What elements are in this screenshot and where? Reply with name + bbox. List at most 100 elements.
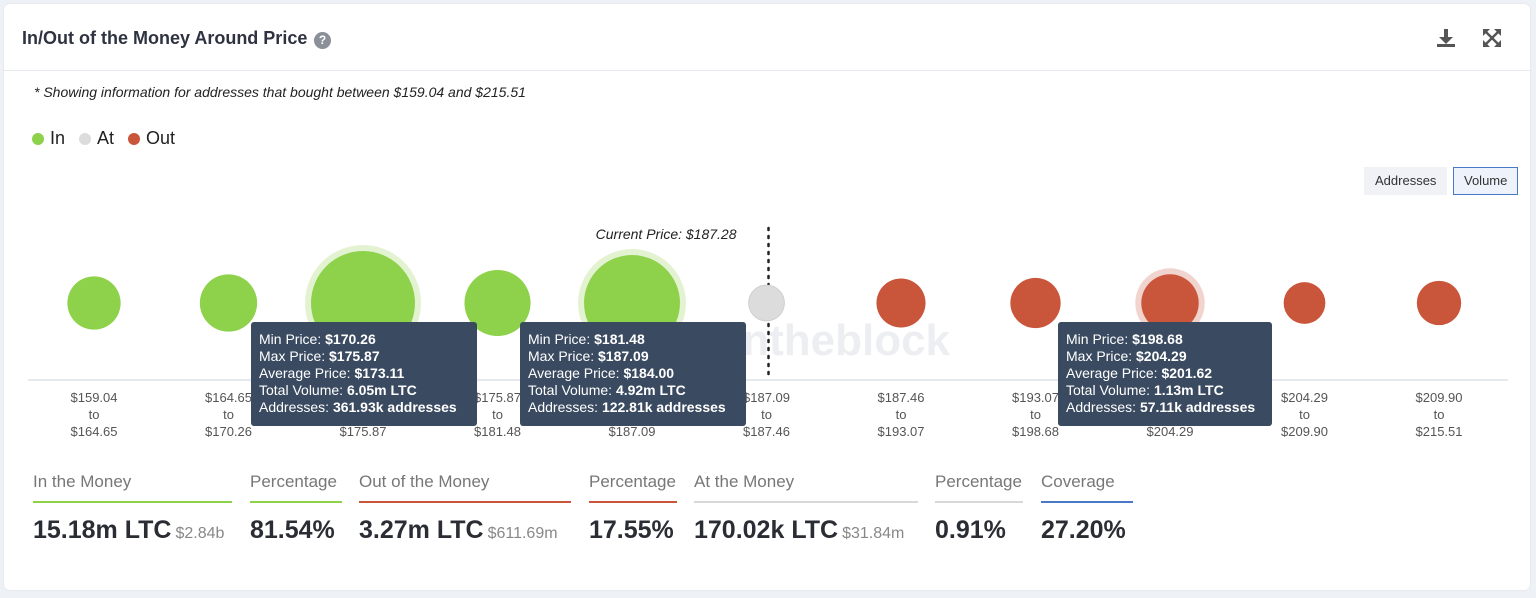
stat-at-the-money-label: At the Money bbox=[694, 472, 918, 503]
bubble-1 bbox=[200, 274, 257, 331]
x-tick-to-3: to bbox=[492, 407, 503, 422]
tooltip-value: 57.11k addresses bbox=[1140, 399, 1255, 415]
tooltip-0-line-0: Min Price: $170.26 bbox=[259, 331, 376, 347]
x-tick-from-6: $187.46 bbox=[878, 390, 925, 405]
tooltip-key: Average Price: bbox=[528, 365, 623, 381]
x-tick-upto-7: $198.68 bbox=[1012, 424, 1059, 439]
tooltip-value: 361.93k addresses bbox=[333, 399, 457, 415]
tooltip-0-line-4: Addresses: 361.93k addresses bbox=[259, 399, 457, 415]
tooltip-key: Min Price: bbox=[259, 331, 325, 347]
tooltip-key: Average Price: bbox=[259, 365, 354, 381]
tooltip-key: Total Volume: bbox=[259, 382, 347, 398]
x-tick-upto-4: $187.09 bbox=[609, 424, 656, 439]
tooltip-2-line-3: Total Volume: 1.13m LTC bbox=[1066, 382, 1224, 398]
tooltip-value: $187.09 bbox=[598, 348, 649, 364]
stat-in-the-money-label: In the Money bbox=[33, 472, 232, 503]
x-tick-to-9: to bbox=[1299, 407, 1310, 422]
tooltip-value: $201.62 bbox=[1161, 365, 1212, 381]
x-tick-from-7: $193.07 bbox=[1012, 390, 1059, 405]
bubble-5 bbox=[749, 285, 785, 321]
x-tick-upto-10: $215.51 bbox=[1416, 424, 1463, 439]
stat-at-percentage: Percentage 0.91% bbox=[935, 472, 1023, 545]
tooltip-value: 6.05m LTC bbox=[347, 382, 417, 398]
stat-out-percentage-label: Percentage bbox=[589, 472, 677, 503]
x-tick-to-6: to bbox=[896, 407, 907, 422]
tooltip-value: $184.00 bbox=[623, 365, 674, 381]
bubble-chart: intheblockCurrent Price: $187.28$159.04t… bbox=[0, 0, 1536, 470]
x-tick-upto-2: $175.87 bbox=[340, 424, 387, 439]
x-tick-upto-6: $193.07 bbox=[878, 424, 925, 439]
stat-in-percentage-value: 81.54% bbox=[250, 516, 342, 545]
tooltip-value: $173.11 bbox=[354, 365, 404, 381]
bubble-10 bbox=[1417, 281, 1461, 325]
out-of-the-money-volume: 3.27m LTC bbox=[359, 516, 484, 544]
bubble-0 bbox=[67, 276, 120, 329]
stat-coverage-value: 27.20% bbox=[1041, 516, 1133, 545]
tooltip-value: $204.29 bbox=[1136, 348, 1187, 364]
x-tick-to-10: to bbox=[1434, 407, 1445, 422]
x-tick-to-1: to bbox=[223, 407, 234, 422]
stat-at-percentage-label: Percentage bbox=[935, 472, 1023, 503]
x-tick-from-10: $209.90 bbox=[1416, 390, 1463, 405]
stat-at-the-money-value: 170.02k LTC $31.84m bbox=[694, 516, 918, 545]
tooltip-key: Min Price: bbox=[528, 331, 594, 347]
out-of-the-money-usd: $611.69m bbox=[488, 525, 558, 542]
stat-in-percentage: Percentage 81.54% bbox=[250, 472, 342, 545]
tooltip-key: Max Price: bbox=[1066, 348, 1136, 364]
x-tick-from-1: $164.65 bbox=[205, 390, 252, 405]
tooltip-value: 122.81k addresses bbox=[602, 399, 726, 415]
x-tick-upto-0: $164.65 bbox=[71, 424, 118, 439]
tooltip-2-line-1: Max Price: $204.29 bbox=[1066, 348, 1187, 364]
at-the-money-usd: $31.84m bbox=[842, 525, 904, 542]
tooltip-1-line-3: Total Volume: 4.92m LTC bbox=[528, 382, 686, 398]
stat-out-percentage: Percentage 17.55% bbox=[589, 472, 677, 545]
bubble-6 bbox=[876, 278, 925, 327]
current-price-label: Current Price: $187.28 bbox=[596, 226, 737, 242]
stat-out-of-the-money-label: Out of the Money bbox=[359, 472, 571, 503]
tooltip-key: Total Volume: bbox=[528, 382, 616, 398]
x-tick-upto-5: $187.46 bbox=[743, 424, 790, 439]
stat-coverage: Coverage 27.20% bbox=[1041, 472, 1133, 545]
tooltip-key: Max Price: bbox=[259, 348, 329, 364]
stat-at-the-money: At the Money 170.02k LTC $31.84m bbox=[694, 472, 918, 545]
stat-in-the-money-value: 15.18m LTC $2.84b bbox=[33, 516, 232, 545]
x-tick-to-7: to bbox=[1030, 407, 1041, 422]
tooltip-key: Total Volume: bbox=[1066, 382, 1154, 398]
x-tick-to-5: to bbox=[761, 407, 772, 422]
x-tick-upto-3: $181.48 bbox=[474, 424, 521, 439]
tooltip-value: 1.13m LTC bbox=[1154, 382, 1224, 398]
x-tick-from-3: $175.87 bbox=[474, 390, 521, 405]
x-tick-upto-1: $170.26 bbox=[205, 424, 252, 439]
x-tick-to-0: to bbox=[89, 407, 100, 422]
stat-out-percentage-value: 17.55% bbox=[589, 516, 677, 545]
tooltip-1-line-2: Average Price: $184.00 bbox=[528, 365, 674, 381]
tooltip-0-line-3: Total Volume: 6.05m LTC bbox=[259, 382, 417, 398]
tooltip-key: Addresses: bbox=[1066, 399, 1140, 415]
tooltip-2-line-4: Addresses: 57.11k addresses bbox=[1066, 399, 1255, 415]
x-tick-upto-9: $209.90 bbox=[1281, 424, 1328, 439]
stat-at-percentage-value: 0.91% bbox=[935, 516, 1023, 545]
stat-out-of-the-money-value: 3.27m LTC $611.69m bbox=[359, 516, 571, 545]
tooltip-1-line-1: Max Price: $187.09 bbox=[528, 348, 649, 364]
tooltip-value: $170.26 bbox=[325, 331, 376, 347]
tooltip-key: Average Price: bbox=[1066, 365, 1161, 381]
x-tick-from-5: $187.09 bbox=[743, 390, 790, 405]
stat-in-the-money: In the Money 15.18m LTC $2.84b bbox=[33, 472, 232, 545]
bubble-9 bbox=[1284, 282, 1326, 324]
tooltip-1-line-0: Min Price: $181.48 bbox=[528, 331, 645, 347]
tooltip-key: Min Price: bbox=[1066, 331, 1132, 347]
tooltip-value: $181.48 bbox=[594, 331, 645, 347]
watermark: intheblock bbox=[730, 316, 951, 365]
tooltip-2-line-2: Average Price: $201.62 bbox=[1066, 365, 1212, 381]
x-tick-upto-8: $204.29 bbox=[1147, 424, 1194, 439]
at-the-money-volume: 170.02k LTC bbox=[694, 516, 838, 544]
tooltip-0-line-1: Max Price: $175.87 bbox=[259, 348, 380, 364]
tooltip-0-line-2: Average Price: $173.11 bbox=[259, 365, 405, 381]
tooltip-value: $175.87 bbox=[329, 348, 380, 364]
x-tick-from-9: $204.29 bbox=[1281, 390, 1328, 405]
stat-out-of-the-money: Out of the Money 3.27m LTC $611.69m bbox=[359, 472, 571, 545]
tooltip-value: 4.92m LTC bbox=[616, 382, 686, 398]
in-the-money-volume: 15.18m LTC bbox=[33, 516, 171, 544]
tooltip-value: $198.68 bbox=[1132, 331, 1183, 347]
tooltip-key: Max Price: bbox=[528, 348, 598, 364]
